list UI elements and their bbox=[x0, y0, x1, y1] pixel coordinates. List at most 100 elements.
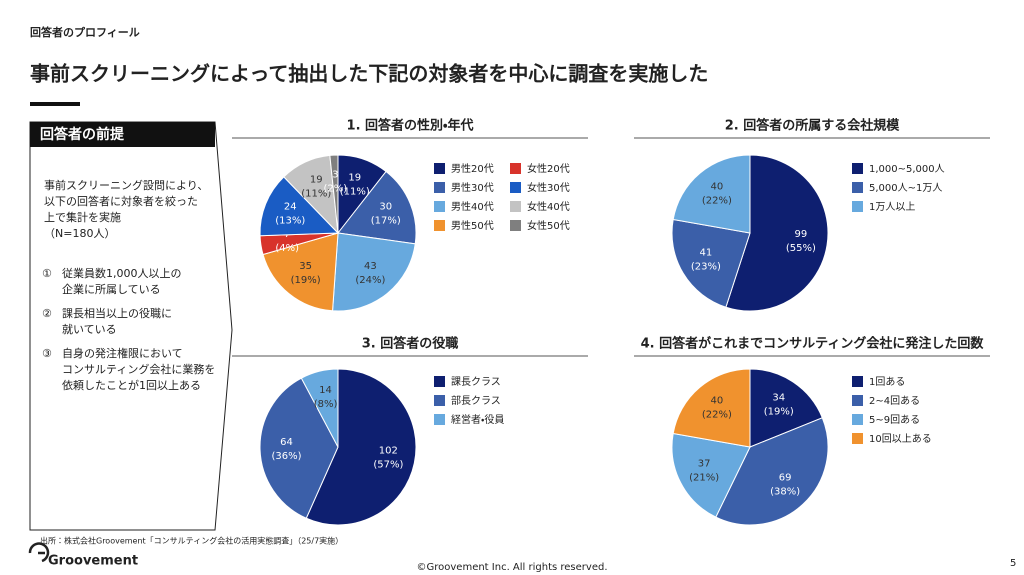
slice-percent: (8%) bbox=[314, 399, 338, 410]
legend-label: 1,000~5,000人 bbox=[869, 164, 945, 175]
legend-swatch bbox=[434, 220, 445, 231]
slice-value: 34 bbox=[772, 392, 785, 403]
slice-value: 3 bbox=[332, 170, 338, 181]
chart-title: 2. 回答者の所属する会社規模 bbox=[725, 118, 901, 134]
item-marker: ③ bbox=[42, 347, 52, 360]
legend-swatch bbox=[510, 163, 521, 174]
item-text: 依頼したことが1回以上ある bbox=[62, 378, 201, 392]
item-text: 従業員数1,000人以上の bbox=[62, 267, 182, 280]
slice-percent: (24%) bbox=[355, 275, 385, 286]
slice-value: 40 bbox=[711, 396, 724, 407]
slice-percent: (2%) bbox=[323, 184, 347, 195]
slice-value: 43 bbox=[364, 261, 377, 272]
slice-percent: (17%) bbox=[371, 216, 401, 227]
slice-value: 14 bbox=[319, 385, 332, 396]
legend-label: 女性50代 bbox=[527, 219, 570, 232]
legend-label: 10回以上ある bbox=[869, 433, 932, 445]
slice-value: 30 bbox=[379, 202, 392, 213]
pie-slice bbox=[259, 176, 340, 237]
pie-slice bbox=[337, 170, 417, 245]
legend-swatch bbox=[434, 201, 445, 212]
source-note: 出所：株式会社Groovement「コンサルティング会社の活用実態調査」（25/… bbox=[40, 536, 343, 546]
legend-label: 1万人以上 bbox=[869, 201, 915, 213]
legend-swatch bbox=[852, 201, 863, 212]
slice-percent: (55%) bbox=[786, 243, 816, 254]
legend-swatch bbox=[510, 220, 521, 231]
slice-value: 41 bbox=[700, 248, 713, 259]
slice-percent: (57%) bbox=[373, 460, 403, 471]
slice-percent: (19%) bbox=[291, 275, 321, 286]
page-number: 5 bbox=[1010, 558, 1016, 569]
legend-swatch bbox=[434, 163, 445, 174]
legend-swatch bbox=[434, 414, 445, 425]
slice-value: 35 bbox=[299, 261, 312, 272]
legend-swatch bbox=[852, 395, 863, 406]
pie-slice bbox=[671, 432, 751, 518]
legend-label: 女性40代 bbox=[527, 200, 570, 213]
pie-slice bbox=[300, 368, 339, 448]
sidebar-intro: （N=180人） bbox=[44, 227, 115, 240]
pie-slice bbox=[332, 232, 416, 312]
slice-percent: (23%) bbox=[691, 262, 721, 273]
slice-percent: (36%) bbox=[272, 451, 302, 462]
slice-value: 69 bbox=[779, 473, 792, 484]
chart-title: 1. 回答者の性別・年代 bbox=[347, 118, 474, 134]
sidebar-heading-box bbox=[30, 122, 215, 147]
item-marker: ② bbox=[42, 307, 52, 320]
slice-value: 99 bbox=[794, 229, 807, 240]
slice-value: 19 bbox=[348, 172, 361, 183]
legend-label: 1回ある bbox=[869, 376, 905, 388]
legend-label: 男性40代 bbox=[451, 200, 494, 213]
legend-label: 女性20代 bbox=[527, 162, 570, 175]
slice-value: 40 bbox=[711, 182, 724, 193]
pie-slice bbox=[329, 154, 339, 234]
legend-swatch bbox=[434, 182, 445, 193]
sidebar-intro: 以下の回答者に対象者を絞った bbox=[44, 194, 198, 208]
pie-slice bbox=[672, 154, 751, 234]
item-text: 課長相当以上の役職に bbox=[62, 306, 172, 320]
slice-percent: (21%) bbox=[689, 472, 719, 483]
sidebar-heading: 回答者の前提 bbox=[40, 126, 125, 143]
legend-swatch bbox=[852, 414, 863, 425]
legend-swatch bbox=[510, 182, 521, 193]
slice-percent: (4%) bbox=[275, 243, 299, 254]
pie-slice bbox=[672, 368, 751, 448]
slice-percent: (22%) bbox=[702, 410, 732, 421]
legend-label: 5,000人~1万人 bbox=[869, 183, 942, 194]
item-text: コンサルティング会社に業務を bbox=[62, 362, 215, 376]
chart-title: 3. 回答者の役職 bbox=[362, 336, 459, 352]
slice-percent: (19%) bbox=[764, 406, 794, 417]
sidebar-intro: 上で集計を実施 bbox=[44, 210, 121, 224]
pie-slice bbox=[715, 417, 829, 526]
item-marker: ① bbox=[42, 267, 52, 280]
legend-label: 女性30代 bbox=[527, 181, 570, 194]
legend-swatch bbox=[852, 433, 863, 444]
item-text: 企業に所属している bbox=[62, 282, 161, 296]
legend-label: 2~4回ある bbox=[869, 395, 920, 407]
legend-swatch bbox=[852, 163, 863, 174]
legend-label: 経営者・役員 bbox=[451, 413, 504, 426]
item-text: 自身の発注権限において bbox=[62, 346, 183, 360]
title-bar bbox=[30, 102, 80, 106]
legend-swatch bbox=[510, 201, 521, 212]
slide-title: 事前スクリーニングによって抽出した下記の対象者を中心に調査を実施した bbox=[30, 62, 708, 86]
slice-percent: (22%) bbox=[702, 196, 732, 207]
pie-slice bbox=[305, 368, 417, 526]
slice-value: 102 bbox=[379, 446, 398, 457]
slice-percent: (11%) bbox=[301, 188, 331, 199]
legend-label: 部長クラス bbox=[451, 395, 501, 407]
slice-value: 64 bbox=[280, 437, 293, 448]
section-label: 回答者のプロフィール bbox=[30, 25, 140, 39]
sidebar-intro: 事前スクリーニング設問により、 bbox=[44, 178, 208, 192]
legend-swatch bbox=[852, 182, 863, 193]
slice-value: 19 bbox=[310, 174, 323, 185]
logo: Groovement bbox=[48, 554, 138, 569]
pie-slice bbox=[671, 218, 751, 308]
slice-percent: (13%) bbox=[275, 216, 305, 227]
legend-label: 課長クラス bbox=[451, 376, 501, 388]
slice-value: 24 bbox=[284, 202, 297, 213]
legend-label: 男性50代 bbox=[451, 219, 494, 232]
item-text: 就いている bbox=[62, 322, 117, 336]
legend-swatch bbox=[434, 395, 445, 406]
